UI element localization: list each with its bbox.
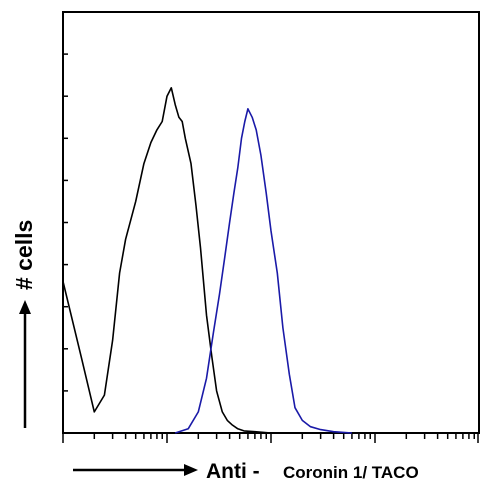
histogram-curves (62, 87, 352, 434)
y-axis-label: # cells (11, 220, 37, 290)
y-axis-label-group: # cells (11, 220, 37, 428)
x-axis-label-target: Coronin 1/ TACO (283, 463, 419, 482)
y-axis-arrowhead (19, 300, 31, 314)
y-axis-ticks (63, 53, 68, 392)
x-axis-label-prefix: Anti - (206, 460, 260, 483)
x-axis-arrowhead (184, 464, 198, 476)
plot-frame (62, 11, 480, 434)
x-axis-label-group: Anti - Coronin 1/ TACO (73, 460, 419, 483)
control-histogram-line (62, 87, 272, 434)
antibody-histogram-line (174, 108, 352, 434)
x-axis-ticks (62, 433, 479, 443)
